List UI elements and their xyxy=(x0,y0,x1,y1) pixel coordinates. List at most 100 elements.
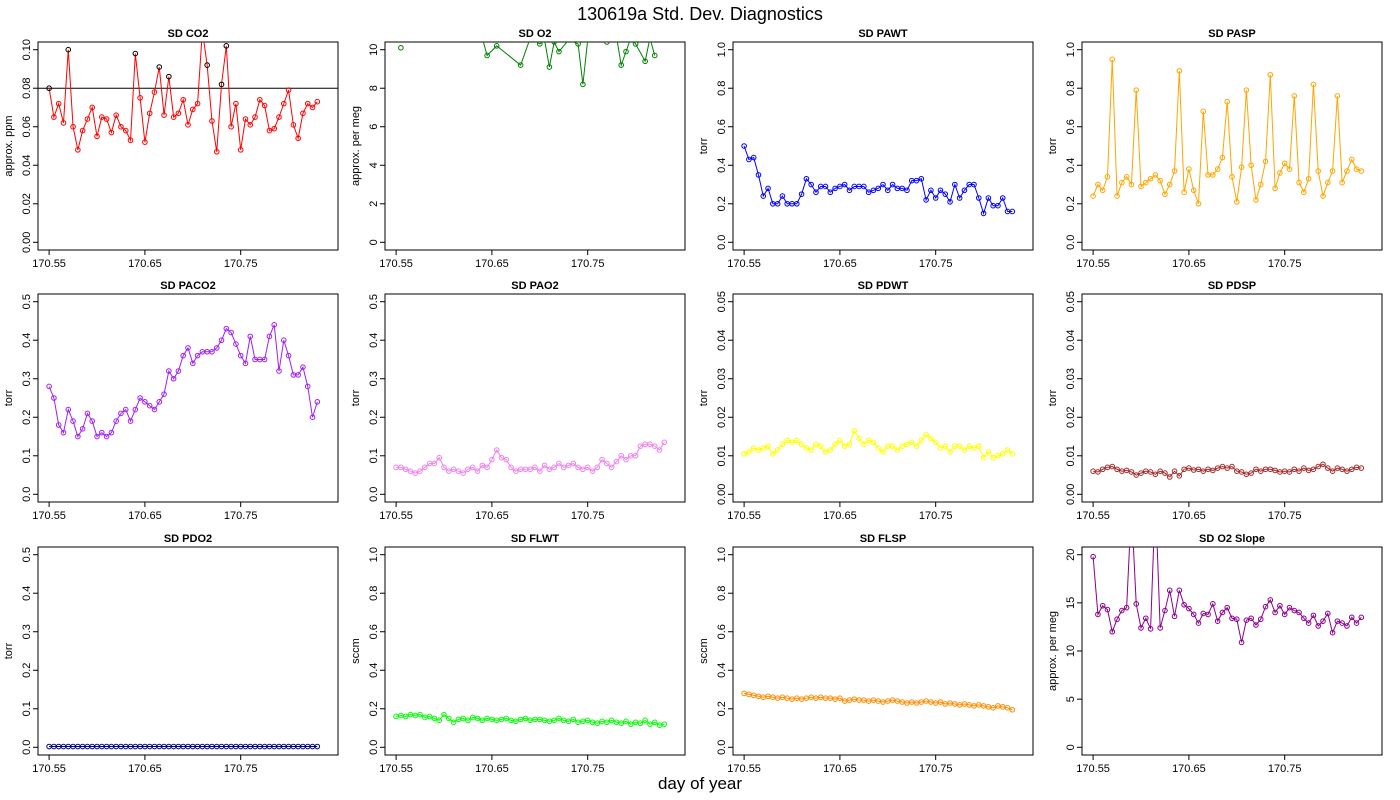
x-tick-label: 170.65 xyxy=(1172,258,1206,270)
data-point xyxy=(422,464,428,471)
data-point xyxy=(1253,622,1259,628)
plot-frame xyxy=(384,41,686,251)
data-point xyxy=(474,468,481,474)
data-point xyxy=(70,123,76,130)
data-point xyxy=(1324,610,1331,617)
panel-title: SD PACO2 xyxy=(160,280,215,292)
data-point xyxy=(1157,468,1163,474)
data-point xyxy=(309,104,316,111)
data-point xyxy=(1339,620,1345,626)
y-tick-label: 1.0 xyxy=(368,547,380,562)
data-point xyxy=(1248,470,1254,476)
data-point xyxy=(213,148,220,155)
y-tick-label: 0 xyxy=(1065,744,1077,750)
data-point xyxy=(103,116,110,122)
y-tick-label: 1.0 xyxy=(716,547,728,562)
data-point xyxy=(194,352,201,359)
y-tick-label: 15 xyxy=(1065,597,1077,609)
data-point xyxy=(1358,465,1365,471)
y-tick-label: 0.10 xyxy=(21,39,33,60)
data-point xyxy=(175,368,182,374)
x-tick-label: 170.75 xyxy=(224,763,258,775)
data-point xyxy=(60,429,67,436)
y-tick-label: 0.02 xyxy=(1065,407,1077,428)
y-tick-label: 0.3 xyxy=(21,624,33,639)
y-tick-label: 0.03 xyxy=(716,368,728,389)
data-point xyxy=(589,468,596,474)
data-point xyxy=(1205,611,1211,618)
data-point xyxy=(975,443,982,449)
y-tick-label: 0.1 xyxy=(368,448,380,463)
data-point xyxy=(1267,71,1274,78)
data-point xyxy=(166,73,172,80)
x-tick-label: 170.75 xyxy=(1268,763,1302,775)
data-point xyxy=(1009,706,1016,713)
data-point xyxy=(1296,609,1302,616)
data-point xyxy=(137,395,143,401)
data-point xyxy=(1339,179,1345,186)
panel-title: SD PDWT xyxy=(858,280,909,292)
panel-sd-o2-slope: SD O2 Slope approx. per meg 170.55 170.65 17… xyxy=(1047,533,1383,775)
data-point xyxy=(1099,602,1106,609)
data-point xyxy=(79,426,86,432)
data-point xyxy=(1166,474,1173,480)
y-axis-label: torr xyxy=(3,642,15,659)
data-point xyxy=(285,87,292,93)
data-point xyxy=(1200,108,1207,115)
data-point xyxy=(584,464,591,471)
panel-title: SD PDO2 xyxy=(164,533,212,545)
data-point xyxy=(1181,189,1187,196)
y-tick-label: 0.03 xyxy=(1065,368,1077,389)
data-point xyxy=(503,715,510,722)
data-point xyxy=(1099,187,1106,194)
data-point xyxy=(1243,87,1250,93)
data-point xyxy=(542,42,547,43)
x-tick-label: 170.55 xyxy=(727,510,761,522)
data-point xyxy=(1224,98,1231,105)
x-tick-label: 170.55 xyxy=(32,510,66,522)
data-point xyxy=(1348,466,1355,473)
data-point xyxy=(746,156,752,163)
data-point xyxy=(813,441,819,448)
data-point xyxy=(604,460,610,467)
y-tick-label: 4 xyxy=(368,162,380,168)
data-point xyxy=(1296,468,1302,474)
data-point xyxy=(113,112,119,118)
data-point xyxy=(417,468,423,474)
data-point xyxy=(846,187,853,194)
y-tick-label: 0.4 xyxy=(1065,158,1077,173)
data-point xyxy=(445,715,452,722)
y-tick-label: 0.02 xyxy=(21,193,33,214)
data-point xyxy=(314,743,321,750)
data-point xyxy=(1224,465,1231,471)
y-tick-label: 0.5 xyxy=(368,294,380,309)
data-point xyxy=(570,460,577,467)
panel-sd-pao2: SD PAO2 torr 170.55 170.65 170.75 0.0 0.1 0.2 0.… xyxy=(350,280,686,522)
data-point xyxy=(765,185,771,192)
data-point xyxy=(233,341,239,347)
panel-sd-pasp: SD PASP torr 170.55 170.65 170.75 0.0 0.2 0.4 0.… xyxy=(1047,28,1383,270)
data-point xyxy=(431,460,438,467)
data-point xyxy=(493,447,500,453)
data-point xyxy=(760,445,767,451)
data-point xyxy=(918,175,925,182)
data-point xyxy=(789,439,795,446)
data-point xyxy=(1301,465,1307,471)
y-tick-label: 0.00 xyxy=(716,484,728,505)
data-point xyxy=(913,177,920,184)
data-point xyxy=(1119,179,1125,186)
series-group xyxy=(1090,56,1365,207)
data-point xyxy=(1310,612,1317,619)
data-point xyxy=(247,333,254,340)
data-point xyxy=(642,717,648,724)
y-tick-label: 8 xyxy=(368,85,380,91)
data-point xyxy=(565,462,572,469)
data-point xyxy=(784,437,791,444)
data-point xyxy=(1329,168,1336,174)
data-point xyxy=(84,116,91,122)
data-point xyxy=(971,445,977,451)
data-point xyxy=(947,449,953,455)
data-point xyxy=(1133,601,1140,607)
data-point xyxy=(837,437,843,444)
data-point xyxy=(952,181,958,188)
